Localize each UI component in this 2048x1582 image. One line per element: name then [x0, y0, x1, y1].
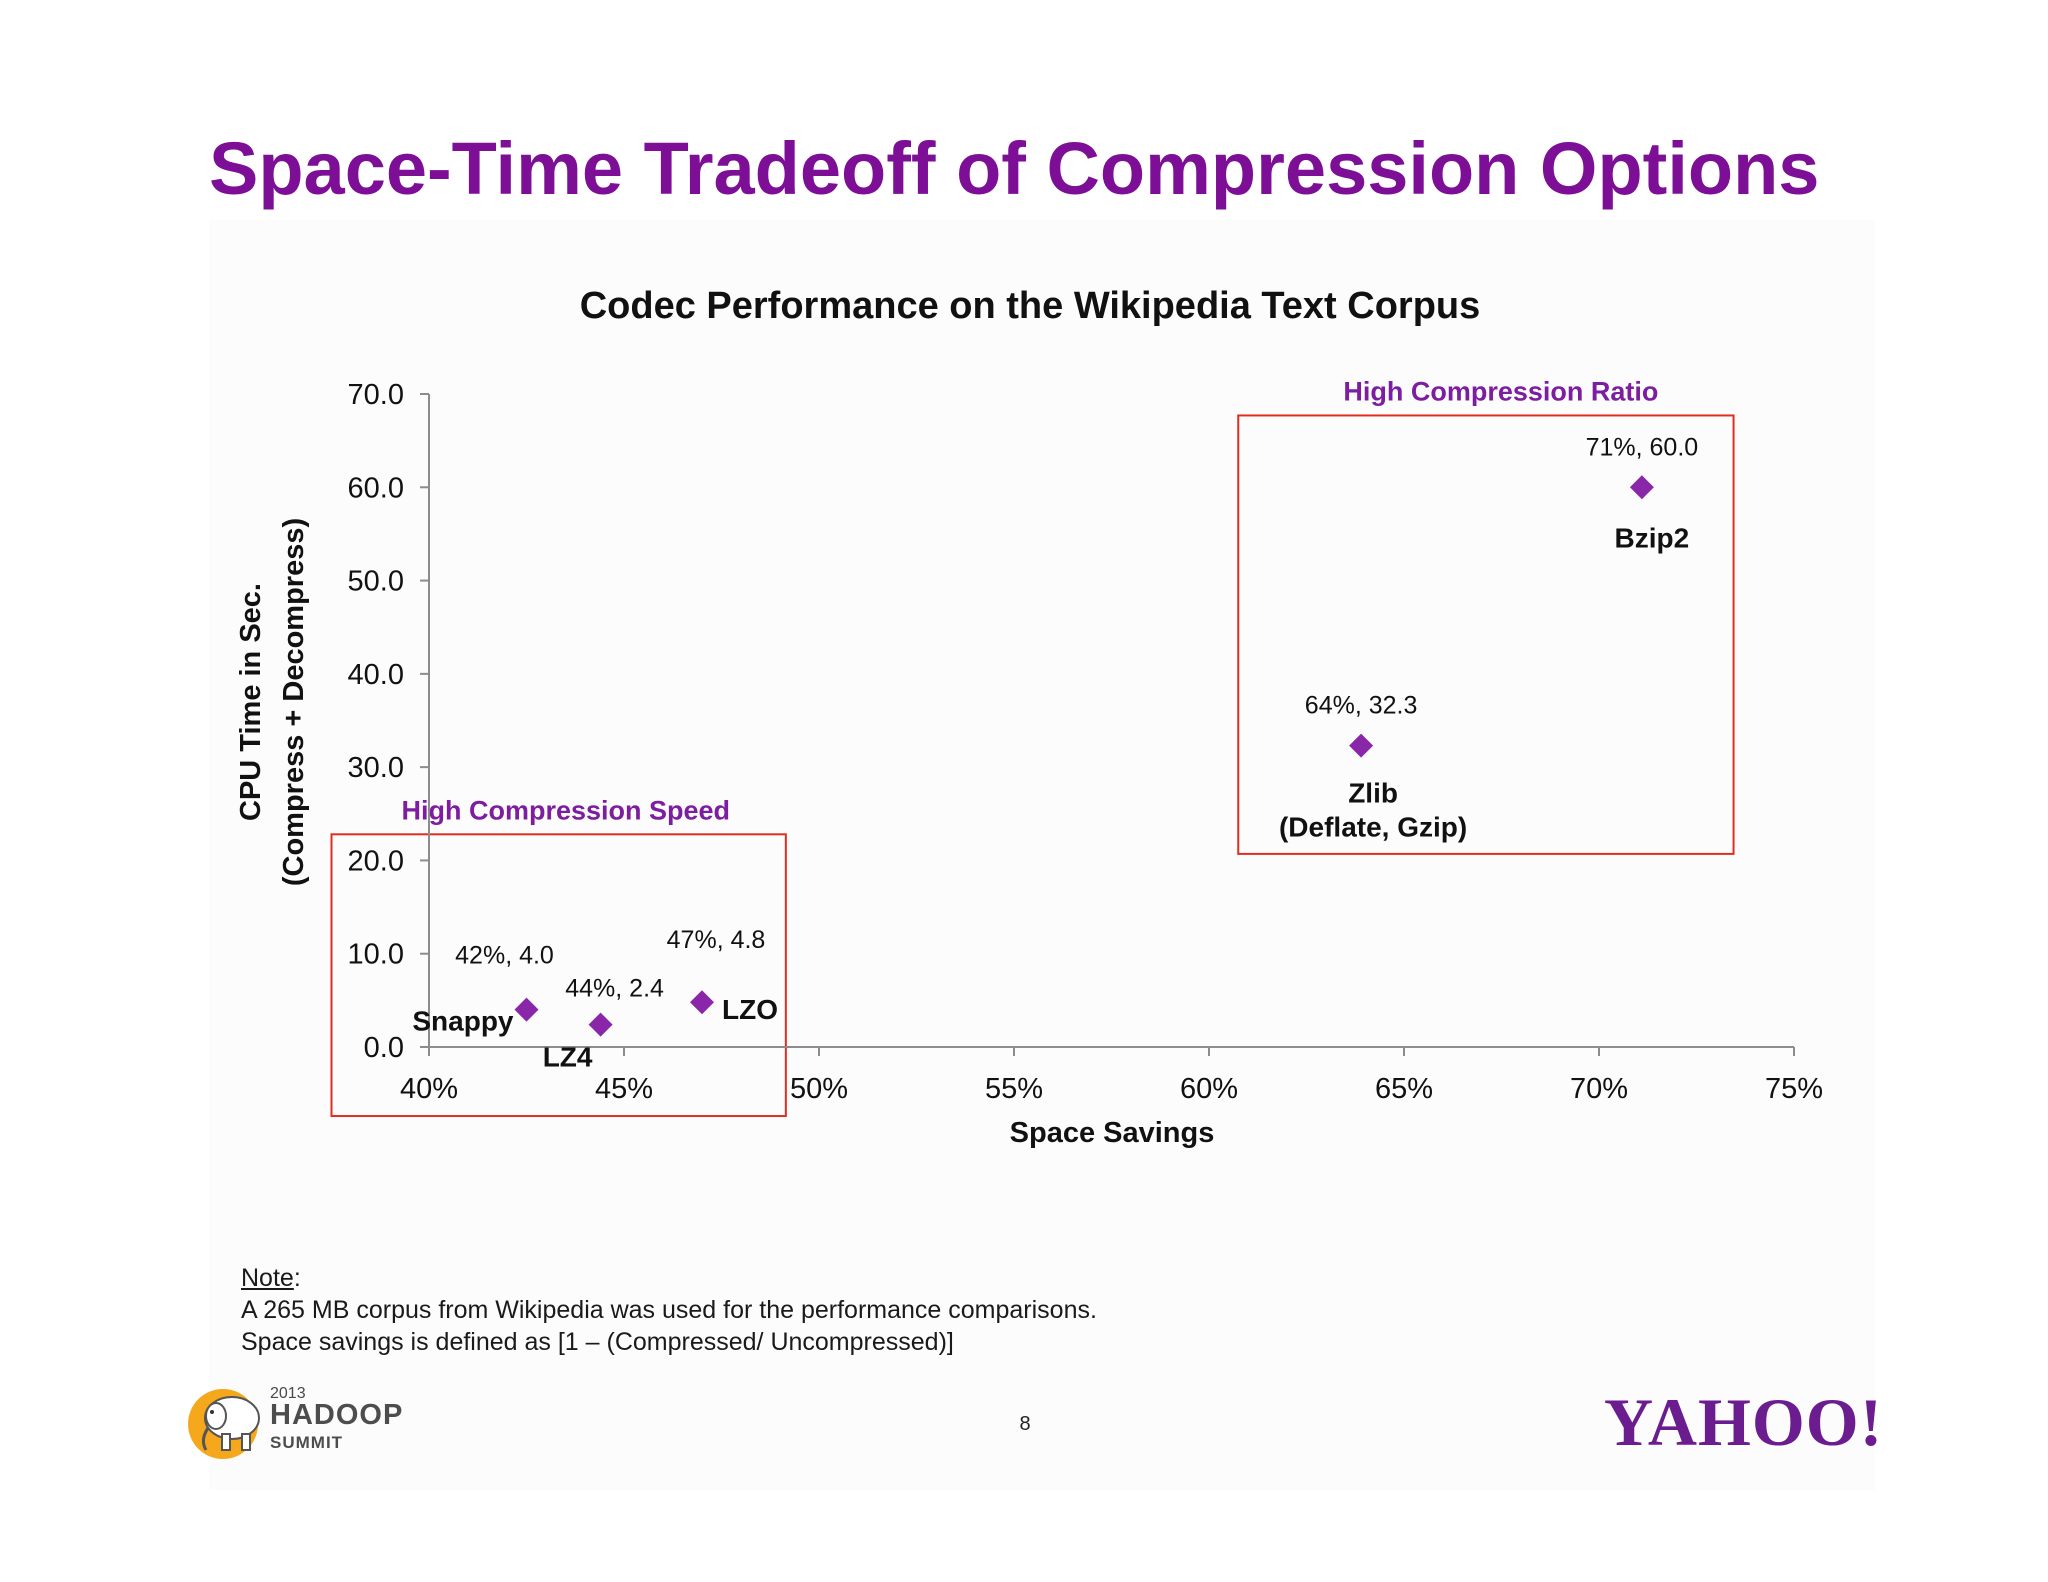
chart-axes: 40% 45% 50% 55% 60% 65% 70% 75%0.010.020.030.04… [348, 379, 1823, 1105]
summit-word: SUMMIT [270, 1433, 344, 1452]
y-tick-label: 50.0 [348, 566, 404, 598]
data-value-label: 42%, 4.0 [455, 942, 554, 970]
x-tick-label: 70% [1570, 1073, 1628, 1105]
region-label: High Compression Ratio [1343, 376, 1658, 406]
x-tick-label: 45% [595, 1073, 653, 1105]
x-tick-label: 40% [400, 1073, 458, 1105]
y-tick-label: 30.0 [348, 752, 404, 784]
y-tick-label: 60.0 [348, 472, 404, 504]
hadoop-summit-logo: 2013 HADOOP SUMMIT [186, 1384, 436, 1460]
note: Note: A 265 MB corpus from Wikipedia was… [241, 1262, 1097, 1358]
x-tick-label: 65% [1375, 1073, 1433, 1105]
data-value-label: 71%, 60.0 [1586, 433, 1699, 461]
y-tick-label: 0.0 [364, 1032, 404, 1064]
hadoop-word: HADOOP [270, 1399, 404, 1431]
region-box [1237, 414, 1735, 855]
data-point [1349, 733, 1374, 758]
region-boxes: High Compression Speed High Compression R… [330, 376, 1735, 1118]
codec-name-label: Zlib [1348, 778, 1398, 809]
page-number: 8 [1019, 1413, 1031, 1435]
codec-name-label: LZO [722, 994, 778, 1025]
x-axis-label: Space Savings [1010, 1117, 1215, 1149]
chart-panel [209, 220, 1875, 1490]
y-tick-label: 40.0 [348, 659, 404, 691]
data-points: 42%, 4.0 Snappy 44%, 2.4 LZ4 47%, 4.8 LZO 64%,… [412, 433, 1698, 1072]
data-value-label: 47%, 4.8 [667, 926, 766, 954]
y-axis-label: CPU Time in Sec. (Compress + Decompress) [235, 518, 310, 886]
codec-name-label: LZ4 [543, 1042, 593, 1073]
elephant-icon [188, 1389, 260, 1459]
data-value-label: 44%, 2.4 [565, 975, 664, 1003]
codec-name-label: Bzip2 [1615, 522, 1690, 553]
x-tick-label: 55% [985, 1073, 1043, 1105]
note-label: Note [241, 1264, 294, 1292]
slide-title: Space-Time Tradeoff of Compression Optio… [209, 127, 1820, 210]
region-label: High Compression Speed [402, 795, 731, 825]
x-tick-label: 60% [1180, 1073, 1238, 1105]
yahoo-logo: YAHOO! [1604, 1384, 1884, 1460]
y-axis-label-line2: (Compress + Decompress) [278, 518, 310, 886]
x-tick-label: 50% [790, 1073, 848, 1105]
y-tick-label: 70.0 [348, 379, 404, 411]
note-line-2: Space savings is defined as [1 – (Compre… [241, 1328, 954, 1356]
data-point [514, 997, 539, 1022]
region-box [330, 833, 787, 1118]
y-axis-label-line1: CPU Time in Sec. [235, 583, 267, 821]
note-line-1: A 265 MB corpus from Wikipedia was used … [241, 1296, 1097, 1324]
x-tick-label: 75% [1765, 1073, 1823, 1105]
codec-name-label: (Deflate, Gzip) [1279, 812, 1467, 843]
data-point [588, 1012, 613, 1037]
note-heading: Note: [241, 1264, 301, 1292]
codec-name-label: Snappy [412, 1006, 514, 1037]
y-tick-label: 20.0 [348, 845, 404, 877]
hadoop-year: 2013 [270, 1385, 306, 1402]
chart-title: Codec Performance on the Wikipedia Text … [580, 285, 1481, 327]
data-point [690, 990, 714, 1015]
data-value-label: 64%, 32.3 [1305, 692, 1418, 720]
y-tick-label: 10.0 [348, 939, 404, 971]
data-point [1629, 475, 1654, 500]
